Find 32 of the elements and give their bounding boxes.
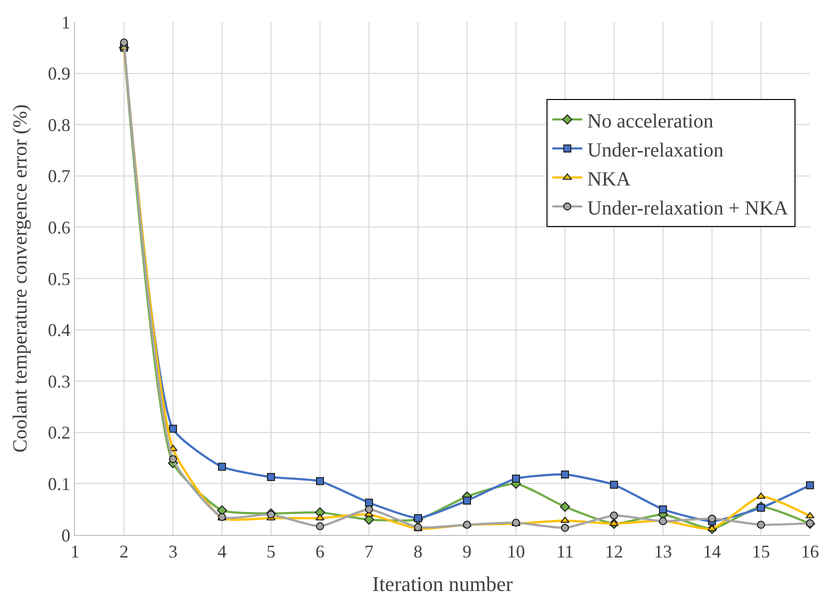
x-tick-label: 14: [703, 542, 721, 562]
x-tick-label: 10: [507, 542, 525, 562]
y-tick-label: 0.5: [48, 268, 70, 289]
y-tick-label: 0.7: [48, 166, 70, 186]
y-tick-label: 0.8: [48, 114, 70, 135]
x-tick-label: 5: [266, 542, 276, 562]
y-tick-label: 0.2: [48, 422, 70, 443]
x-tick-label: 16: [801, 542, 819, 562]
x-tick-label: 6: [316, 542, 324, 562]
y-tick-label: 1: [61, 12, 70, 32]
x-tick-label: 4: [218, 542, 226, 562]
y-tick-label: 0.4: [48, 320, 70, 340]
x-tick-label: 11: [556, 542, 574, 562]
y-tick-label: 0: [61, 525, 70, 546]
y-tick-label: 0.9: [48, 64, 70, 84]
x-tick-label: 2: [120, 542, 128, 562]
y-tick-label: 0.1: [48, 474, 70, 494]
y-tick-label: 0.3: [48, 371, 70, 392]
legend-label: Under-relaxation: [587, 139, 724, 162]
y-tick-label: 0.6: [48, 218, 70, 238]
x-tick-label: 8: [414, 542, 422, 562]
legend-label: Under-relaxation + NKA: [587, 197, 789, 220]
x-axis-title: Iteration number: [372, 572, 513, 596]
x-tick-label: 15: [752, 542, 770, 562]
legend-label: No acceleration: [587, 110, 714, 132]
x-tick-label: 12: [605, 542, 623, 562]
legend-label: NKA: [587, 168, 632, 190]
x-tick-label: 7: [364, 542, 374, 562]
x-tick-label: 9: [462, 542, 472, 562]
x-tick-label: 3: [168, 542, 178, 562]
y-axis-title: Coolant temperature convergence error (%): [9, 104, 32, 453]
x-tick-label: 13: [654, 542, 672, 562]
